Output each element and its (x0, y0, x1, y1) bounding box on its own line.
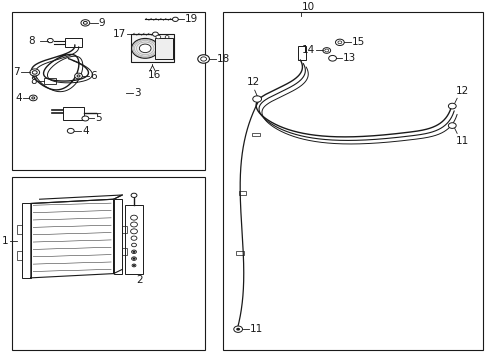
Bar (44, 78, 56, 84)
Text: 8: 8 (28, 36, 35, 46)
Bar (12, 12, 204, 170)
Bar (223, 12, 483, 350)
Bar (63, 107, 84, 120)
Circle shape (133, 265, 135, 266)
Text: 2: 2 (136, 275, 143, 285)
Circle shape (132, 264, 136, 267)
Bar (12, 177, 204, 350)
Text: 18: 18 (216, 54, 229, 64)
Text: 15: 15 (351, 37, 364, 47)
Circle shape (139, 44, 151, 53)
Text: 12: 12 (455, 86, 468, 96)
Text: 5: 5 (95, 113, 102, 123)
Text: 12: 12 (246, 77, 259, 87)
Circle shape (131, 243, 136, 247)
Circle shape (32, 71, 37, 74)
Bar (238, 191, 246, 195)
Bar (17, 225, 22, 234)
Circle shape (236, 328, 240, 330)
Text: 9: 9 (98, 18, 105, 28)
Text: 19: 19 (185, 14, 198, 24)
Bar (236, 251, 244, 255)
Bar (252, 132, 260, 136)
Text: 17: 17 (113, 29, 126, 39)
Bar (113, 199, 122, 274)
Circle shape (233, 326, 242, 332)
Circle shape (83, 22, 87, 24)
Circle shape (29, 95, 37, 101)
Circle shape (447, 103, 455, 109)
Circle shape (133, 251, 135, 253)
Circle shape (200, 57, 206, 61)
Circle shape (130, 215, 137, 220)
Circle shape (75, 73, 82, 79)
Text: 13: 13 (343, 53, 356, 63)
Circle shape (131, 39, 159, 58)
Bar (22, 203, 31, 278)
Text: 8: 8 (30, 76, 37, 86)
Circle shape (47, 39, 53, 43)
Text: 11: 11 (455, 136, 468, 146)
Circle shape (82, 116, 88, 121)
Circle shape (156, 35, 161, 39)
Bar (122, 226, 127, 233)
Text: 16: 16 (148, 70, 161, 80)
Circle shape (165, 36, 169, 39)
Circle shape (131, 236, 137, 240)
Bar (124, 205, 143, 274)
Bar (155, 38, 173, 59)
Circle shape (335, 39, 344, 45)
Circle shape (130, 222, 137, 227)
Text: 1: 1 (2, 236, 9, 246)
Circle shape (131, 193, 137, 197)
Bar (65, 38, 82, 46)
Circle shape (67, 129, 74, 133)
Circle shape (252, 96, 261, 102)
Circle shape (172, 17, 178, 22)
Circle shape (447, 123, 455, 129)
Bar (297, 46, 305, 60)
Circle shape (152, 32, 158, 36)
Bar (122, 248, 127, 255)
Circle shape (131, 250, 136, 253)
Circle shape (130, 229, 137, 234)
Circle shape (32, 97, 35, 99)
Text: 10: 10 (301, 2, 314, 12)
Circle shape (328, 55, 336, 61)
Circle shape (81, 20, 89, 26)
Text: 3: 3 (134, 88, 141, 98)
Text: 4: 4 (15, 93, 21, 103)
Bar (17, 251, 22, 260)
Circle shape (30, 69, 40, 76)
Text: 6: 6 (90, 71, 97, 81)
Circle shape (133, 258, 135, 260)
Circle shape (324, 49, 328, 52)
Text: 14: 14 (301, 45, 314, 55)
Text: 7: 7 (14, 67, 20, 77)
Circle shape (131, 257, 136, 260)
Text: 11: 11 (249, 324, 263, 334)
Circle shape (322, 48, 330, 53)
Text: 4: 4 (82, 126, 89, 136)
Bar (130, 34, 174, 62)
Circle shape (197, 55, 209, 63)
Circle shape (337, 41, 341, 44)
Circle shape (77, 75, 80, 77)
